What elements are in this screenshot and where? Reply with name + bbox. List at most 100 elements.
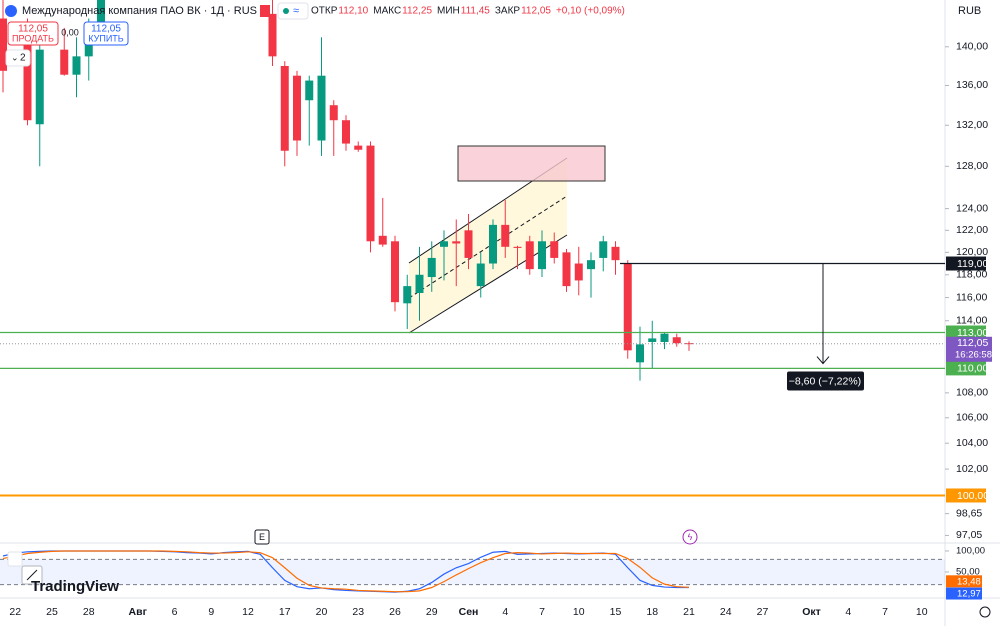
candle-body — [685, 343, 693, 345]
candle-body — [342, 120, 350, 144]
y-tick-label: 104,00 — [956, 437, 988, 449]
osc-value-label: 13,48 — [957, 576, 981, 587]
settings-icon[interactable] — [979, 606, 991, 618]
candle-body — [660, 333, 669, 342]
target-zone — [457, 145, 606, 182]
lots-box[interactable] — [5, 49, 31, 67]
x-tick-label: Окт — [802, 606, 821, 618]
sell-button[interactable]: 112,05 ПРОДАТЬ — [7, 21, 59, 46]
event-marker[interactable]: E — [259, 532, 265, 542]
oscillator-line — [2, 550, 690, 593]
x-tick-label: 4 — [845, 606, 851, 618]
x-tick-label: 10 — [916, 606, 928, 618]
candle-body — [636, 344, 644, 363]
candle-body — [427, 257, 436, 278]
y-tick-label: 108,00 — [956, 387, 988, 399]
x-tick-label: 29 — [426, 606, 438, 618]
legend-key: ОТКР — [311, 6, 338, 17]
legend-change: +0,10 (+0,09%) — [556, 6, 625, 17]
candle-body — [513, 246, 522, 248]
level-label: 113,00 — [957, 327, 988, 339]
x-tick-label: 15 — [610, 606, 622, 618]
sell-price[interactable]: 112,05 — [18, 24, 48, 35]
x-tick-label: 18 — [646, 606, 658, 618]
level-label-box — [946, 361, 986, 376]
level-label-box — [946, 325, 986, 340]
candle-body — [440, 241, 448, 247]
x-tick-label: 7 — [882, 606, 888, 618]
symbol-icon — [5, 5, 17, 17]
y-tick-label: 118,00 — [956, 269, 987, 281]
candle-body — [268, 13, 277, 57]
candles — [0, 0, 945, 497]
legend-value: 112,05 — [521, 6, 551, 17]
event-box[interactable] — [254, 529, 270, 545]
level-label-box — [946, 256, 986, 271]
candle-body — [35, 49, 44, 125]
level-label-box — [946, 488, 986, 503]
buy-box[interactable] — [83, 21, 129, 46]
x-tick-label: 22 — [9, 606, 21, 618]
candle-body — [23, 37, 32, 121]
candle-body — [72, 56, 81, 75]
x-tick-label: 12 — [242, 606, 254, 618]
candle-body — [354, 145, 363, 150]
candle-body — [317, 75, 326, 141]
osc-value-box — [946, 575, 982, 588]
x-tick-label: 6 — [172, 606, 178, 618]
x-tick-label: 17 — [279, 606, 291, 618]
x-tick-label: 23 — [352, 606, 364, 618]
countdown: 16:26:58 — [955, 349, 992, 360]
buy-label[interactable]: КУПИТЬ — [88, 33, 123, 43]
candle-body — [464, 230, 473, 258]
candle-body — [489, 224, 497, 264]
collapse-button[interactable] — [7, 551, 23, 567]
logo: TradingView — [31, 578, 119, 595]
buy-button[interactable]: 112,05 КУПИТЬ — [83, 21, 129, 46]
x-tick-label: Авг — [129, 606, 148, 618]
x-tick-label: 9 — [208, 606, 214, 618]
candle-body — [501, 224, 510, 247]
y-tick-label: 97,05 — [956, 529, 982, 541]
legend-value: 111,45 — [461, 6, 491, 17]
channel-fill — [409, 158, 567, 333]
legend-value: 112,10 — [338, 6, 368, 17]
x-tick-label: 28 — [83, 606, 95, 618]
x-tick-label: 10 — [573, 606, 585, 618]
currency[interactable]: RUB — [958, 5, 981, 17]
y-tick-label: 102,00 — [956, 463, 988, 475]
status-dot — [283, 8, 289, 14]
x-tick-label: 25 — [46, 606, 58, 618]
x-tick-label: 21 — [683, 606, 695, 618]
lots[interactable]: 2 — [20, 53, 26, 64]
x-tick-label: 27 — [757, 606, 769, 618]
oscillator — [0, 550, 945, 593]
band-fill — [0, 559, 945, 585]
legend-key: МИН — [437, 6, 460, 17]
last-price-label: 112,05 — [957, 337, 988, 349]
y-tick-label: 122,00 — [956, 224, 988, 236]
dividend-glyph: ϟ — [688, 532, 693, 542]
sell-label[interactable]: ПРОДАТЬ — [12, 33, 54, 43]
y-tick-label: 50,00 — [956, 566, 980, 577]
y-tick-label: 116,00 — [956, 291, 987, 303]
buy-price[interactable]: 112,05 — [91, 24, 121, 35]
candle-body — [599, 241, 608, 258]
legend-value: 112,25 — [402, 6, 432, 17]
spread: 0,00 — [61, 27, 79, 37]
measure-label: −8,60 (−7,22%) — [789, 375, 861, 387]
y-tick-label: 100,00 — [956, 545, 985, 556]
dividend-icon[interactable] — [682, 529, 698, 545]
y-tick-label: 136,00 — [956, 79, 988, 91]
x-tick-label: 7 — [539, 606, 545, 618]
y-tick-label: 106,00 — [956, 412, 988, 424]
x-tick-label: 20 — [316, 606, 328, 618]
candle-body — [415, 274, 424, 293]
symbol-title: Международная компания ПАО ВК · 1Д · RUS — [22, 5, 257, 17]
candle-body — [366, 145, 375, 242]
sell-box[interactable] — [7, 21, 59, 46]
measure-box — [787, 371, 864, 391]
legend-key: ЗАКР — [495, 6, 521, 17]
channel-middle — [408, 195, 568, 299]
